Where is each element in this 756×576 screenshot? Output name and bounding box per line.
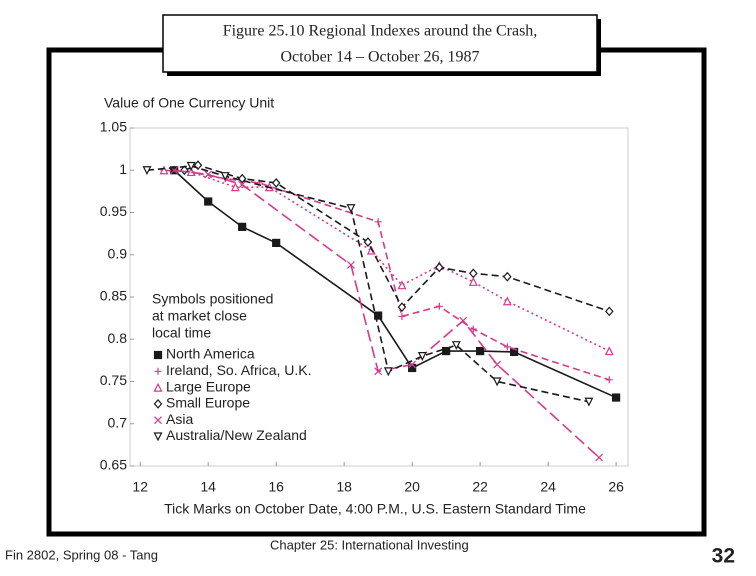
marker bbox=[374, 311, 383, 320]
y-tick-label: 0.95 bbox=[100, 203, 127, 219]
y-tick-label: 0.65 bbox=[100, 457, 127, 473]
y-tick-label: 0.75 bbox=[100, 372, 127, 388]
x-tick-label: 16 bbox=[268, 479, 284, 495]
x-tick-label: 18 bbox=[336, 479, 352, 495]
chart-title: October 14 – October 26, 1987 bbox=[280, 49, 479, 66]
marker bbox=[469, 325, 477, 333]
series-line bbox=[173, 169, 617, 399]
marker bbox=[595, 453, 604, 462]
marker bbox=[503, 343, 511, 351]
legend-marker bbox=[153, 382, 163, 392]
marker bbox=[442, 346, 451, 356]
annotation: at market close bbox=[152, 308, 247, 324]
legend-marker bbox=[154, 416, 162, 425]
marker bbox=[398, 312, 406, 320]
footer-center: Chapter 25: International Investing bbox=[270, 537, 469, 552]
legend-label: Ireland, So. Africa, U.K. bbox=[166, 362, 312, 378]
y-tick-label: 0.85 bbox=[100, 288, 127, 304]
marker bbox=[383, 367, 393, 377]
x-tick-label: 24 bbox=[540, 479, 556, 495]
footer-left: Fin 2802, Spring 08 - Tang bbox=[5, 547, 158, 562]
y-tick-label: 0.9 bbox=[108, 245, 128, 261]
marker bbox=[374, 367, 383, 376]
legend-label: North America bbox=[166, 346, 255, 362]
page-number: 32 bbox=[712, 545, 735, 568]
annotation: Symbols positioned bbox=[152, 291, 273, 307]
legend-label: Small Europe bbox=[166, 395, 250, 411]
series-line bbox=[163, 169, 610, 352]
marker bbox=[435, 262, 444, 273]
marker bbox=[584, 397, 594, 407]
marker bbox=[271, 178, 281, 188]
marker bbox=[142, 166, 152, 176]
marker bbox=[159, 165, 169, 175]
marker bbox=[503, 271, 512, 282]
marker bbox=[502, 296, 512, 306]
marker bbox=[180, 165, 189, 176]
series-line bbox=[184, 164, 610, 313]
marker bbox=[193, 160, 203, 171]
x-tick-label: 20 bbox=[404, 479, 420, 495]
marker bbox=[476, 346, 485, 356]
annotation: local time bbox=[152, 325, 211, 341]
marker bbox=[459, 316, 468, 325]
x-tick-label: 14 bbox=[200, 479, 216, 495]
marker bbox=[230, 182, 240, 192]
y-tick-label: 0.7 bbox=[108, 414, 128, 430]
marker bbox=[363, 237, 373, 247]
x-tick-label: 26 bbox=[608, 479, 624, 495]
legend-label: Large Europe bbox=[166, 378, 251, 394]
marker bbox=[397, 302, 407, 313]
title-box bbox=[162, 14, 598, 73]
marker bbox=[272, 238, 281, 248]
legend-marker bbox=[153, 398, 163, 409]
y-tick-label: 1 bbox=[119, 161, 127, 177]
y-axis-label: Value of One Currency Unit bbox=[104, 95, 274, 111]
marker bbox=[492, 377, 502, 387]
marker bbox=[493, 360, 502, 369]
plot-area bbox=[129, 127, 629, 467]
marker bbox=[417, 352, 427, 361]
x-axis-label: Tick Marks on October Date, 4:00 P.M., U… bbox=[164, 501, 586, 517]
marker bbox=[186, 161, 196, 171]
marker bbox=[204, 197, 213, 206]
marker bbox=[435, 302, 443, 310]
marker bbox=[468, 276, 478, 286]
legend-marker bbox=[153, 350, 163, 360]
marker bbox=[469, 268, 478, 279]
y-tick-label: 0.8 bbox=[108, 330, 128, 346]
x-tick-label: 22 bbox=[472, 479, 488, 495]
legend-label: Australia/New Zealand bbox=[166, 427, 307, 443]
marker bbox=[347, 260, 355, 269]
marker bbox=[605, 306, 614, 317]
marker bbox=[604, 346, 614, 356]
marker bbox=[612, 393, 621, 402]
marker bbox=[397, 280, 407, 290]
legend-marker bbox=[154, 367, 162, 375]
marker bbox=[238, 180, 247, 189]
marker bbox=[451, 341, 461, 351]
marker bbox=[220, 172, 230, 182]
marker bbox=[238, 222, 247, 231]
chart-title: Figure 25.10 Regional Indexes around the… bbox=[223, 23, 538, 40]
marker bbox=[605, 376, 613, 384]
marker bbox=[204, 170, 213, 179]
y-tick-label: 1.05 bbox=[100, 119, 127, 135]
marker bbox=[346, 204, 356, 214]
legend-label: Asia bbox=[166, 411, 193, 427]
x-tick-label: 12 bbox=[132, 479, 148, 495]
marker bbox=[374, 218, 382, 226]
legend-marker bbox=[153, 432, 163, 442]
